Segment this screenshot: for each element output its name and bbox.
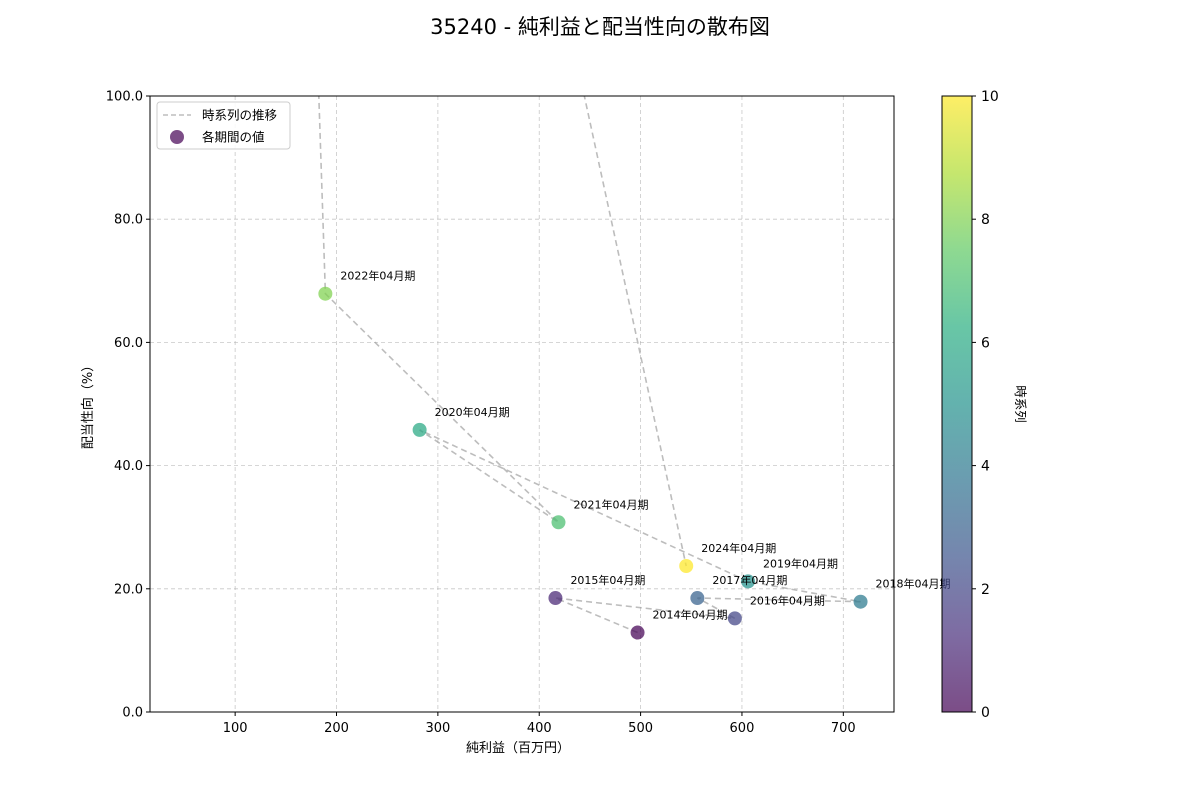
data-point: [630, 625, 645, 640]
data-point-label: 2017年04月期: [712, 573, 787, 587]
legend: 時系列の推移 各期間の値: [156, 101, 291, 150]
y-axis-label: 配当性向（%）: [80, 359, 96, 449]
x-tick-label: 300: [425, 721, 450, 736]
data-point: [727, 611, 742, 626]
x-tick-label: 100: [223, 721, 248, 736]
legend-point-swatch: [170, 130, 184, 144]
colorbar-tick-label: 10: [981, 89, 999, 105]
data-point: [741, 574, 756, 589]
data-point-label: 2015年04月期: [570, 573, 645, 587]
y-tick-label: 40.0: [114, 459, 143, 474]
colorbar-ticks: 0 2 4 6 8 10: [972, 89, 999, 721]
colorbar-tick-label: 4: [981, 459, 990, 475]
colorbar-tick-label: 8: [981, 212, 990, 228]
time-series-line: [318, 96, 861, 634]
colorbar: 0 2 4 6 8 10 時系列: [941, 89, 1028, 721]
colorbar-tick-label: 6: [981, 335, 990, 351]
x-tick-label: 500: [628, 721, 653, 736]
plot-frame: [149, 95, 895, 713]
legend-point-label: 各期間の値: [202, 130, 265, 145]
data-point-label: 2014年04月期: [653, 608, 728, 622]
colorbar-label: 時系列: [1013, 385, 1028, 423]
y-tick-label: 0.0: [122, 706, 143, 721]
colorbar-tick-label: 2: [981, 582, 990, 598]
data-point-label: 2019年04月期: [763, 556, 838, 570]
data-point-label: 2018年04月期: [876, 577, 951, 591]
grid-lines: [150, 95, 894, 713]
data-point: [551, 515, 566, 530]
data-point-label: 2022年04月期: [340, 269, 415, 283]
y-tick-label: 20.0: [114, 582, 143, 597]
x-tick-label: 600: [730, 721, 755, 736]
colorbar-tick-label: 0: [981, 705, 990, 721]
legend-box: [156, 101, 291, 150]
x-axis-label: 純利益（百万円）: [466, 741, 570, 756]
data-point: [318, 286, 333, 301]
data-point-label: 2020年04月期: [435, 405, 510, 419]
y-tick-label: 60.0: [114, 336, 143, 351]
axes: 100 200 300 400 500 600 700 0.0 20.0 40.0 60.0 80.0…: [106, 90, 856, 737]
legend-line-label: 時系列の推移: [202, 108, 277, 123]
data-point: [853, 594, 868, 609]
data-point: [548, 591, 563, 606]
chart-title: 35240 - 純利益と配当性向の散布図: [430, 15, 770, 39]
y-tick-label: 100.0: [106, 90, 143, 105]
y-tick-label: 80.0: [114, 213, 143, 228]
time-series-path: [318, 96, 861, 634]
x-tick-label: 400: [527, 721, 552, 736]
colorbar-gradient: [942, 96, 972, 712]
data-point: [412, 422, 427, 437]
data-point-label: 2024年04月期: [701, 541, 776, 555]
x-tick-label: 700: [831, 721, 856, 736]
data-point-label: 2021年04月期: [573, 497, 648, 511]
point-labels: 2014年04月期 2015年04月期 2016年04月期 2017年04月期 2018…: [340, 269, 950, 622]
data-points: [318, 286, 868, 640]
data-point: [690, 591, 705, 606]
data-point-label: 2016年04月期: [750, 593, 825, 607]
data-point: [679, 559, 694, 574]
colorbar-frame: [941, 95, 973, 713]
x-tick-label: 200: [324, 721, 349, 736]
